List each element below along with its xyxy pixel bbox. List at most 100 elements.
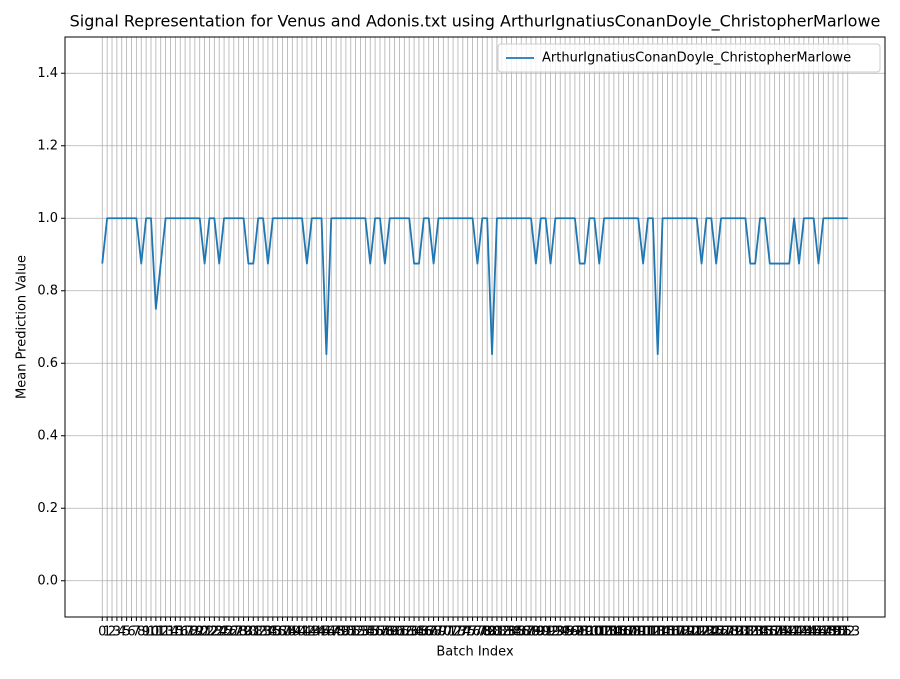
x-tick-label: 50 [338,625,355,640]
x-tick-label: 102 [587,625,612,640]
x-tick-label: 35 [265,625,282,640]
x-tick-label: 15 [167,625,184,640]
x-tick-label: 121 [679,625,704,640]
x-tick-label: 64 [406,625,423,640]
x-tick-label: 14 [162,625,179,640]
x-tick-label: 37 [274,625,291,640]
x-tick-label: 47 [323,625,340,640]
x-tick-label: 45 [313,625,330,640]
x-tick-label: 98 [571,625,588,640]
x-tick-label: 123 [689,625,714,640]
x-tick-label: 74 [455,625,472,640]
x-tick-label: 23 [206,625,223,640]
y-tick-label: 0.4 [37,428,58,443]
y-axis-label: Mean Prediction Value [15,255,30,399]
plot [101,217,848,356]
legend-label: ArthurIgnatiusConanDoyle_ChristopherMarl… [542,51,851,66]
x-tick-label: 72 [445,625,462,640]
x-tick-label: 3 [113,625,121,640]
y-tick-label: 0.2 [37,501,58,516]
x-tick-label: 69 [430,625,447,640]
x-tick-label: 134 [743,625,768,640]
x-tick-label: 110 [626,625,651,640]
x-tick-label: 79 [479,625,496,640]
x-tick-label: 104 [597,625,622,640]
x-tick-label: 77 [469,625,486,640]
x-tick-label: 135 [748,625,773,640]
y-tick-label: 1.0 [37,211,58,226]
x-tick-label: 95 [557,625,574,640]
x-tick-label: 112 [636,625,661,640]
x-tick-label: 152 [830,625,855,640]
x-tick-label: 80 [484,625,501,640]
x-tick-label: 67 [420,625,437,640]
x-tick-label: 100 [577,625,602,640]
y-tick-label: 1.2 [37,138,58,153]
x-tick-label: 151 [826,625,851,640]
x-tick-label: 68 [425,625,442,640]
x-tick-label: 96 [562,625,579,640]
x-tick-label: 42 [299,625,316,640]
x-tick-label: 5 [122,625,130,640]
x-tick-label: 36 [269,625,286,640]
x-tick-label: 75 [459,625,476,640]
x-tick-label: 46 [318,625,335,640]
x-tick-label: 119 [670,625,695,640]
y-tick-label: 0.8 [37,283,58,298]
x-tick-label: 117 [660,625,685,640]
x-tick-label: 129 [718,625,743,640]
x-tick-label: 130 [723,625,748,640]
x-tick-label: 63 [401,625,418,640]
x-tick-label: 65 [411,625,428,640]
x-tick-label: 150 [821,625,846,640]
x-tick-label: 87 [518,625,535,640]
x-tick-label: 146 [801,625,826,640]
x-tick-label: 53 [352,625,369,640]
x-tick-label: 97 [567,625,584,640]
x-tick-label: 140 [772,625,797,640]
x-tick-label: 71 [440,625,457,640]
x-tick-label: 70 [435,625,452,640]
x-tick-label: 73 [450,625,467,640]
x-tick-label: 22 [201,625,218,640]
x-tick-label: 86 [513,625,530,640]
x-tick-label: 34 [260,625,277,640]
x-tick-label: 61 [391,625,408,640]
x-tick-label: 127 [709,625,734,640]
x-tick-label: 44 [308,625,325,640]
x-tick-label: 1 [103,625,111,640]
x-tick-label: 27 [226,625,243,640]
x-tick-label: 8 [137,625,145,640]
x-tick-label: 85 [508,625,525,640]
x-tick-label: 7 [132,625,140,640]
x-tick-label: 17 [177,625,194,640]
x-tick-label: 11 [148,625,165,640]
x-tick-label: 92 [542,625,559,640]
legend-box [497,43,881,73]
x-tick-label: 149 [816,625,841,640]
x-tick-label: 84 [503,625,520,640]
x-tick-label: 43 [304,625,321,640]
x-tick-label: 29 [235,625,252,640]
x-tick-label: 26 [221,625,238,640]
x-tick-label: 41 [294,625,311,640]
x-tick-label: 101 [582,625,607,640]
x-tick-label: 56 [367,625,384,640]
x-tick-label: 58 [377,625,394,640]
x-tick-label: 66 [416,625,433,640]
x-tick-label: 145 [796,625,821,640]
x-tick-label: 133 [738,625,763,640]
x-tick-label: 83 [498,625,515,640]
x-tick-label: 55 [362,625,379,640]
x-tick-label: 111 [631,625,656,640]
x-tick-label: 25 [216,625,233,640]
x-tick-label: 107 [611,625,636,640]
x-tick-label: 122 [684,625,709,640]
x-tick-label: 153 [835,625,860,640]
x-tick-label: 30 [240,625,257,640]
x-tick-label: 99 [576,625,593,640]
x-tick-label: 139 [767,625,792,640]
x-tick-label: 51 [342,625,359,640]
x-tick-label: 20 [191,625,208,640]
y-tick-label: 0.6 [37,356,58,371]
